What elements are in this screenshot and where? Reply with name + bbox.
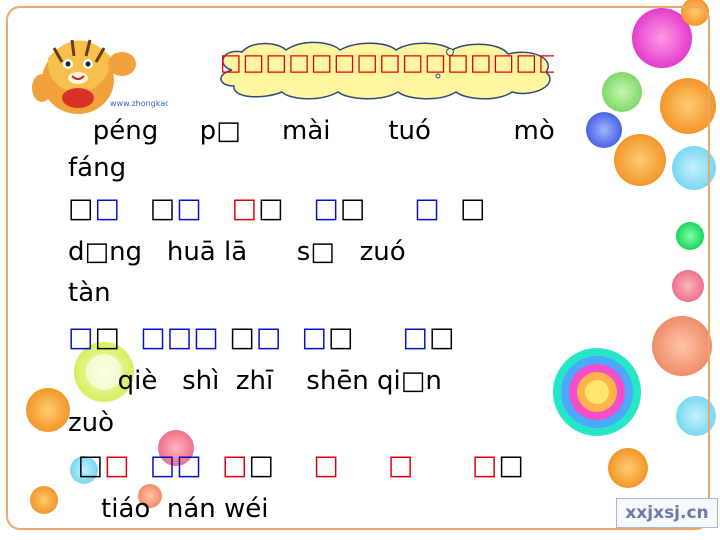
hanzi-segment: □ xyxy=(222,450,249,481)
slide-frame xyxy=(6,6,710,530)
hanzi-segment xyxy=(131,450,150,481)
hanzi-segment: □ xyxy=(313,193,340,224)
logo-caption: www.zhongkao.com xyxy=(110,99,168,108)
hanzi-line: □□ □□ □□ □ □ □□ xyxy=(68,450,525,481)
hanzi-segment: □ xyxy=(339,193,367,224)
hanzi-segment: □ xyxy=(402,322,429,353)
hanzi-segment xyxy=(203,450,222,481)
hanzi-segment: □ xyxy=(498,450,525,481)
hanzi-segment xyxy=(68,450,78,481)
hanzi-segment: □ xyxy=(471,450,499,481)
slide-title: □□□□□□□□□□□□□□□ xyxy=(220,50,554,76)
hanzi-segment xyxy=(121,193,150,224)
hanzi-segment: □ xyxy=(301,322,329,353)
hanzi-segment: □ xyxy=(176,193,203,224)
pinyin-line: tàn xyxy=(68,278,111,308)
hanzi-segment xyxy=(220,322,230,353)
hanzi-segment: □ xyxy=(255,322,283,353)
hanzi-segment: □□ xyxy=(149,450,203,481)
hanzi-segment xyxy=(275,450,313,481)
pinyin-line: zuò xyxy=(68,408,115,438)
hanzi-segment: □ xyxy=(231,193,259,224)
hanzi-segment: □ xyxy=(149,193,177,224)
hanzi-line: □□ □□ □□ □□ □ □ xyxy=(68,193,487,224)
hanzi-segment: □ xyxy=(94,322,122,353)
pinyin-line: d□ng huā lā s□ zuó xyxy=(68,237,406,267)
pinyin-line: péng p□ mài tuó mò xyxy=(68,116,555,146)
hanzi-segment: □ xyxy=(313,450,340,481)
hanzi-segment: □ xyxy=(68,322,95,353)
pinyin-line: qiè shì zhī shēn qi□n xyxy=(68,366,442,396)
pinyin-line: tiáo nán wéi xyxy=(68,494,269,524)
pinyin-line: fáng xyxy=(68,153,127,183)
hanzi-segment: □ xyxy=(459,193,487,224)
hanzi-segment xyxy=(285,193,314,224)
hanzi-line: □□ □□□ □□ □□ □□ xyxy=(68,322,456,353)
hanzi-segment xyxy=(414,450,472,481)
hanzi-segment: □ xyxy=(68,193,95,224)
hanzi-segment: □ xyxy=(77,450,105,481)
hanzi-segment: □ xyxy=(248,450,276,481)
hanzi-segment xyxy=(282,322,301,353)
hanzi-segment xyxy=(340,450,388,481)
hanzi-segment: □ xyxy=(429,322,456,353)
hanzi-segment xyxy=(121,322,140,353)
watermark: xxjxsj.cn xyxy=(616,498,718,528)
hanzi-segment xyxy=(203,193,232,224)
hanzi-segment xyxy=(441,193,460,224)
hanzi-segment: □ xyxy=(414,193,441,224)
hanzi-segment: □ xyxy=(387,450,415,481)
hanzi-segment: □ xyxy=(258,193,285,224)
hanzi-segment xyxy=(355,322,403,353)
hanzi-segment: □ xyxy=(94,193,122,224)
tiger-logo: www.zhongkao.com xyxy=(32,39,168,114)
hanzi-segment: □ xyxy=(328,322,355,353)
title-cloud xyxy=(220,41,551,100)
hanzi-segment xyxy=(366,193,414,224)
hanzi-segment: □ xyxy=(104,450,131,481)
hanzi-segment: □□□ xyxy=(140,322,220,353)
hanzi-segment: □ xyxy=(229,322,256,353)
